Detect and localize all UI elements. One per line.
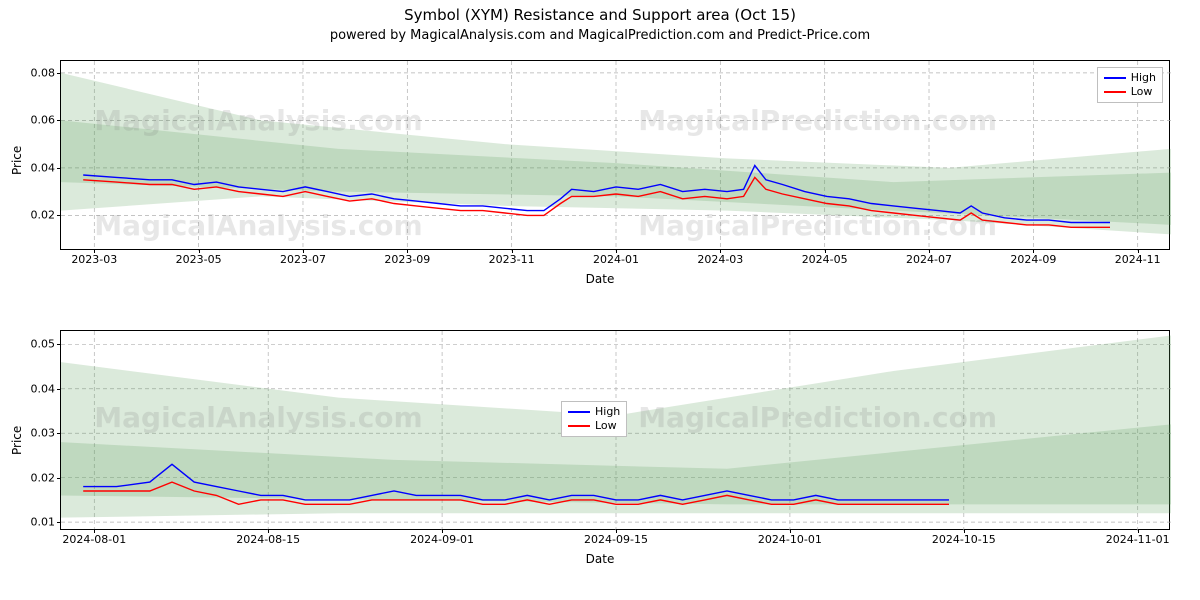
xtick-label: 2024-11 (1115, 253, 1161, 266)
legend-line-icon (568, 411, 590, 413)
xtick-label: 2024-05 (802, 253, 848, 266)
panel2-legend: HighLow (561, 401, 627, 437)
xtick-label: 2024-10-01 (758, 533, 822, 546)
ytick-label: 0.03 (31, 427, 56, 440)
xtick-label: 2024-09 (1010, 253, 1056, 266)
legend-item: Low (1104, 85, 1156, 99)
xtick-label: 2024-03 (697, 253, 743, 266)
panel1-svg (61, 61, 1171, 251)
ytick-label: 0.05 (31, 338, 56, 351)
xtick-label: 2024-11-01 (1106, 533, 1170, 546)
panel2-xlabel: Date (0, 552, 1200, 566)
xtick-label: 2023-11 (489, 253, 535, 266)
legend-label: High (1131, 71, 1156, 85)
legend-label: High (595, 405, 620, 419)
legend-item: High (568, 405, 620, 419)
ytick-label: 0.02 (31, 471, 56, 484)
panel1-xlabel: Date (0, 272, 1200, 286)
xtick-label: 2024-09-01 (410, 533, 474, 546)
chart-title: Symbol (XYM) Resistance and Support area… (0, 6, 1200, 24)
panel1-plot-area: 0.020.040.060.082023-032023-052023-07202… (60, 60, 1170, 250)
ytick-label: 0.01 (31, 516, 56, 529)
ytick-label: 0.04 (31, 382, 56, 395)
legend-label: Low (1131, 85, 1153, 99)
legend-label: Low (595, 419, 617, 433)
ytick-label: 0.06 (31, 114, 56, 127)
legend-item: Low (568, 419, 620, 433)
legend-item: High (1104, 71, 1156, 85)
xtick-label: 2024-07 (906, 253, 952, 266)
xtick-label: 2024-09-15 (584, 533, 648, 546)
xtick-label: 2024-01 (593, 253, 639, 266)
chart-subtitle: powered by MagicalAnalysis.com and Magic… (0, 28, 1200, 43)
panel1-ylabel: Price (10, 120, 24, 200)
xtick-label: 2024-08-15 (236, 533, 300, 546)
xtick-label: 2023-03 (71, 253, 117, 266)
legend-line-icon (1104, 91, 1126, 93)
ytick-label: 0.08 (31, 66, 56, 79)
xtick-label: 2024-08-01 (62, 533, 126, 546)
xtick-label: 2023-09 (384, 253, 430, 266)
legend-line-icon (568, 425, 590, 427)
panel2-ylabel: Price (10, 400, 24, 480)
legend-line-icon (1104, 77, 1126, 79)
xtick-label: 2023-05 (176, 253, 222, 266)
panel1-legend: HighLow (1097, 67, 1163, 103)
figure: Symbol (XYM) Resistance and Support area… (0, 0, 1200, 600)
ytick-label: 0.02 (31, 209, 56, 222)
panel2-plot-area: 0.010.020.030.040.052024-08-012024-08-15… (60, 330, 1170, 530)
ytick-label: 0.04 (31, 161, 56, 174)
xtick-label: 2024-10-15 (932, 533, 996, 546)
xtick-label: 2023-07 (280, 253, 326, 266)
